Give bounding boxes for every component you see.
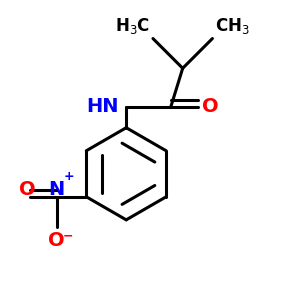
Text: HN: HN (86, 98, 119, 116)
Text: H$_3$C: H$_3$C (115, 16, 150, 36)
Text: N: N (49, 180, 65, 199)
Text: O: O (202, 98, 219, 116)
Text: −: − (63, 230, 74, 242)
Text: O: O (19, 180, 35, 199)
Text: O: O (48, 231, 65, 250)
Text: CH$_3$: CH$_3$ (215, 16, 250, 36)
Text: +: + (63, 170, 74, 183)
